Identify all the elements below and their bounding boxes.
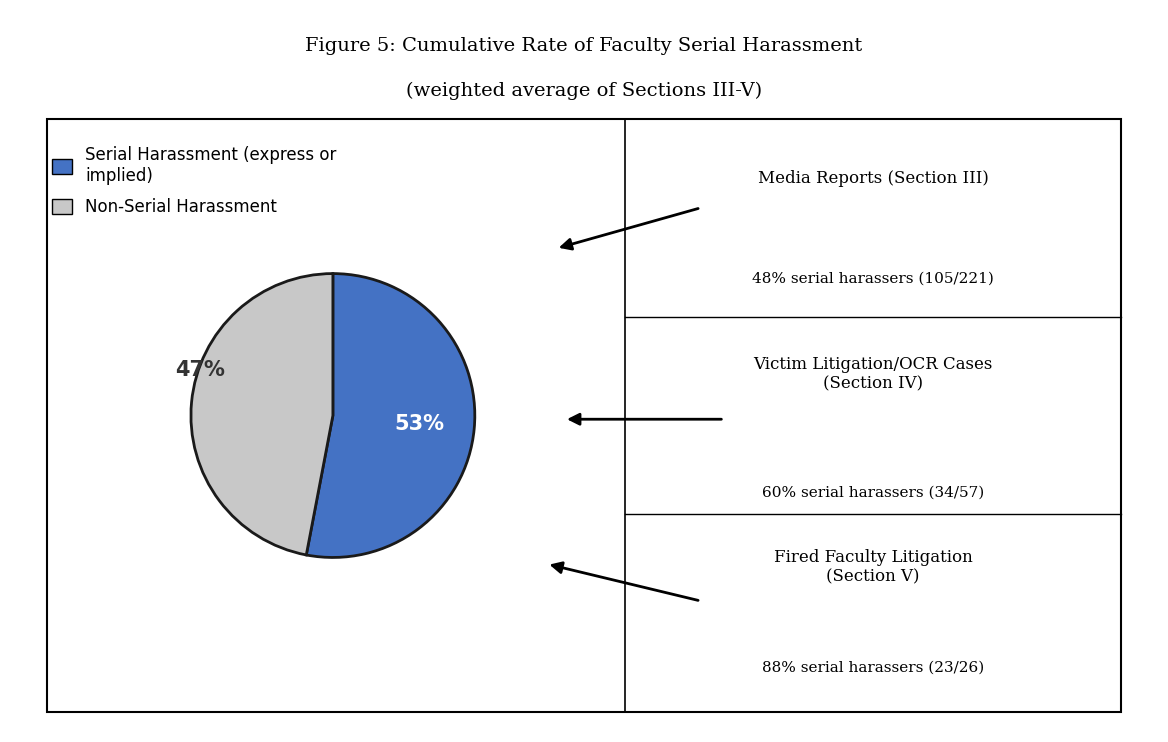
Wedge shape: [190, 274, 333, 555]
Text: 60% serial harassers (34/57): 60% serial harassers (34/57): [762, 486, 985, 499]
Text: 48% serial harassers (105/221): 48% serial harassers (105/221): [752, 272, 994, 286]
Text: Victim Litigation/OCR Cases
(Section IV): Victim Litigation/OCR Cases (Section IV): [753, 355, 993, 393]
Text: 53%: 53%: [395, 414, 445, 434]
Text: Media Reports (Section III): Media Reports (Section III): [758, 170, 988, 186]
Wedge shape: [306, 274, 475, 557]
Text: Figure 5: Cumulative Rate of Faculty Serial Harassment: Figure 5: Cumulative Rate of Faculty Ser…: [305, 37, 863, 55]
Text: Fired Faculty Litigation
(Section V): Fired Faculty Litigation (Section V): [773, 548, 973, 585]
Text: 47%: 47%: [175, 360, 225, 380]
Legend: Serial Harassment (express or
implied), Non-Serial Harassment: Serial Harassment (express or implied), …: [43, 138, 345, 225]
Text: (weighted average of Sections III-V): (weighted average of Sections III-V): [406, 82, 762, 100]
Text: 88% serial harassers (23/26): 88% serial harassers (23/26): [762, 661, 985, 674]
